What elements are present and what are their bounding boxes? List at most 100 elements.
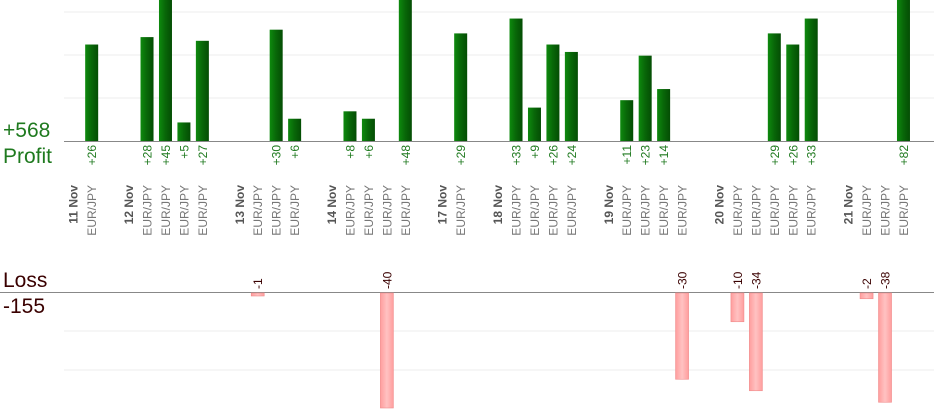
- loss-value-label: -1: [251, 278, 265, 289]
- profit-bar: [85, 44, 99, 141]
- profit-bar: [804, 18, 818, 142]
- profit-bar: [767, 33, 781, 141]
- profit-value-label: +6: [362, 145, 376, 159]
- profit-bar: [657, 89, 671, 141]
- profit-value-label: +23: [639, 145, 653, 166]
- loss-value-label: -2: [860, 278, 874, 289]
- loss-bar: [250, 292, 265, 297]
- bars: [85, 0, 910, 409]
- profit-bar: [288, 118, 302, 141]
- profit-bar: [638, 55, 652, 141]
- date-label: 12 Nov: [122, 185, 136, 225]
- date-label: 14 Nov: [325, 185, 339, 225]
- pair-label: EUR/JPY: [786, 185, 800, 236]
- profit-value-label: +48: [399, 145, 413, 166]
- labels: 11 Nov EUR/JPY +26 12 Nov EUR/JPY +28 EUR/JPY +…: [67, 145, 911, 289]
- profit-value-label: +24: [565, 145, 579, 166]
- pair-label: EUR/JPY: [362, 185, 376, 236]
- profit-value-label: +28: [141, 145, 155, 166]
- profit-value-label: +30: [270, 145, 284, 166]
- date-label: 13 Nov: [233, 185, 247, 225]
- pair-label: EUR/JPY: [676, 185, 690, 236]
- pair-label: EUR/JPY: [768, 185, 782, 236]
- profit-bar: [564, 51, 578, 141]
- profit-bar: [195, 40, 209, 141]
- profit-total: +568: [3, 119, 51, 142]
- profit-bar: [361, 118, 375, 141]
- axes: [0, 141, 934, 293]
- profit-bar: [177, 122, 191, 141]
- pair-label: EUR/JPY: [288, 185, 302, 236]
- date-label: 17 Nov: [436, 185, 450, 225]
- date-label: 19 Nov: [602, 185, 616, 225]
- loss-value-label: -34: [749, 271, 763, 289]
- profit-bar: [140, 37, 154, 141]
- profit-value-label: +33: [510, 145, 524, 166]
- profit-value-label: +27: [196, 145, 210, 166]
- pair-label: EUR/JPY: [860, 185, 874, 236]
- pair-label: EUR/JPY: [510, 185, 524, 236]
- pair-label: EUR/JPY: [85, 185, 99, 236]
- profit-value-label: +8: [343, 145, 357, 159]
- pair-label: EUR/JPY: [565, 185, 579, 236]
- pair-label: EUR/JPY: [546, 185, 560, 236]
- profit-value-label: +26: [85, 145, 99, 166]
- profit-value-label: +82: [897, 145, 911, 166]
- profit-value-label: +14: [657, 145, 671, 166]
- pair-label: EUR/JPY: [251, 185, 265, 236]
- profit-bar: [786, 44, 800, 141]
- loss-bar: [749, 292, 763, 392]
- pair-label: EUR/JPY: [805, 185, 819, 236]
- profit-value-label: +29: [768, 145, 782, 166]
- loss-label: Loss: [3, 269, 48, 292]
- profit-value-label: +33: [805, 145, 819, 166]
- profit-bar: [158, 0, 172, 141]
- pair-label: EUR/JPY: [159, 185, 173, 236]
- pair-label: EUR/JPY: [380, 185, 394, 236]
- profit-value-label: +26: [786, 145, 800, 166]
- profit-bar: [546, 44, 560, 141]
- profit-value-label: +6: [288, 145, 302, 159]
- pair-label: EUR/JPY: [343, 185, 357, 236]
- profit-bar: [527, 107, 541, 141]
- profit-value-label: +29: [454, 145, 468, 166]
- loss-value-label: -10: [731, 271, 745, 289]
- pair-label: EUR/JPY: [731, 185, 745, 236]
- loss-bar: [730, 292, 745, 323]
- pair-label: EUR/JPY: [399, 185, 413, 236]
- loss-total: -155: [3, 295, 46, 318]
- profit-value-label: +5: [177, 145, 191, 159]
- profit-value-label: +9: [528, 145, 542, 159]
- pair-label: EUR/JPY: [141, 185, 155, 236]
- pair-label: EUR/JPY: [454, 185, 468, 236]
- pair-label: EUR/JPY: [657, 185, 671, 236]
- pair-label: EUR/JPY: [879, 185, 893, 236]
- pair-label: EUR/JPY: [639, 185, 653, 236]
- profit-bar: [896, 0, 910, 141]
- profit-bar: [343, 111, 357, 141]
- loss-bar: [380, 292, 394, 409]
- loss-bar: [859, 292, 874, 300]
- loss-value-label: -40: [380, 271, 394, 289]
- loss-value-label: -30: [676, 271, 690, 289]
- date-label: 11 Nov: [67, 185, 81, 224]
- profit-value-label: +26: [546, 145, 560, 166]
- loss-value-label: -38: [879, 271, 893, 289]
- date-label: 20 Nov: [712, 185, 726, 225]
- pair-label: EUR/JPY: [177, 185, 191, 236]
- pair-label: EUR/JPY: [270, 185, 284, 236]
- profit-bar: [620, 100, 634, 141]
- profit-bar: [454, 33, 468, 141]
- pair-label: EUR/JPY: [749, 185, 763, 236]
- pair-label: EUR/JPY: [528, 185, 542, 236]
- pair-label: EUR/JPY: [620, 185, 634, 236]
- profit-value-label: +45: [159, 145, 173, 166]
- profit-label: Profit: [3, 145, 53, 168]
- date-label: 21 Nov: [842, 185, 856, 225]
- profit-value-label: +11: [620, 145, 634, 165]
- date-label: 18 Nov: [491, 185, 505, 225]
- profit-bar: [509, 18, 523, 142]
- loss-bar: [878, 292, 892, 403]
